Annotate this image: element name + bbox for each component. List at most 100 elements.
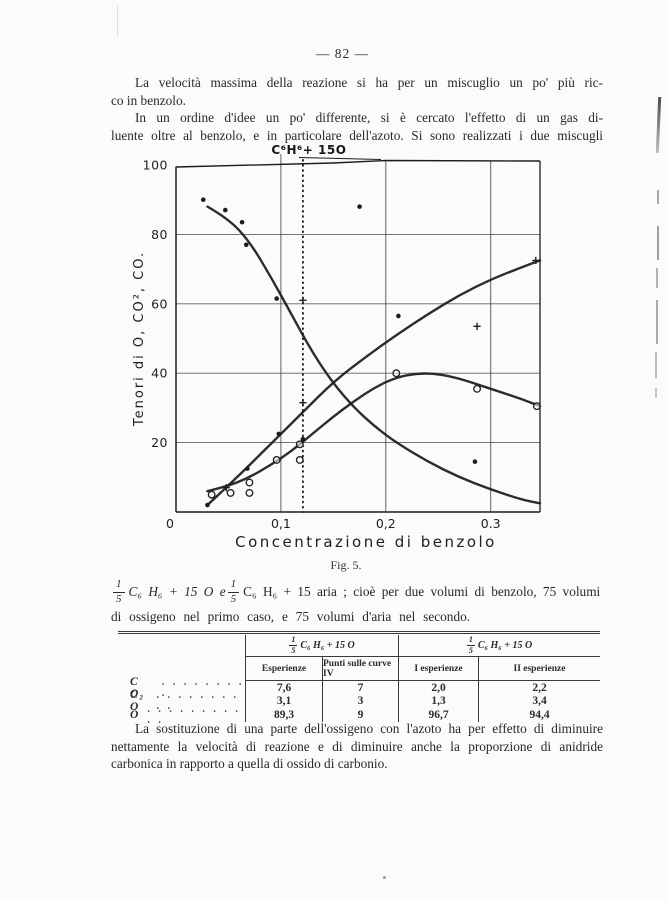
curve-O bbox=[206, 205, 542, 505]
curve-CO bbox=[206, 259, 542, 507]
scan-artifact-dash bbox=[657, 190, 659, 204]
mixture-formula-line: 1 5 C₆ H₆ + 15 O e 1 5 C₆ H₆ + 15 aria ;… bbox=[111, 578, 609, 606]
row-label-co2: C O₂. . . . . . . . . bbox=[118, 676, 246, 700]
fraction-denominator: 5 bbox=[468, 645, 473, 655]
table-cell: 94,4 bbox=[478, 708, 600, 722]
x-axis-title: Concentrazione di benzolo bbox=[235, 533, 497, 551]
results-table: 1 5 C₆ H₆ + 15 O 1 5 C₆ H₆ + 15 O Esperi… bbox=[118, 631, 600, 726]
scan-artifact-dash bbox=[656, 268, 658, 288]
group-formula: C₆ H₆ + 15 O bbox=[477, 640, 533, 651]
marker-dot bbox=[300, 436, 306, 442]
marker-plus bbox=[299, 399, 307, 407]
group-formula: C₆ H₆ + 15 O bbox=[300, 640, 355, 651]
y-axis-title: Tenori di O, CO², CO. bbox=[132, 251, 147, 427]
marker-dot bbox=[200, 197, 206, 202]
mixture-formula-2: C₆ H₆ + 15 aria ; cioè per due volumi di… bbox=[243, 584, 601, 599]
fraction-denominator: 5 bbox=[291, 645, 296, 655]
mixture-formula-paragraph: 1 5 C₆ H₆ + 15 O e 1 5 C₆ H₆ + 15 aria ;… bbox=[111, 578, 609, 625]
scan-artifact-dash bbox=[657, 226, 659, 260]
paragraph-line: La sostituzione di una parte dell'ossige… bbox=[135, 721, 603, 736]
marker-dot bbox=[274, 296, 280, 301]
paragraph-sostituzione: La sostituzione di una parte dell'ossige… bbox=[111, 720, 603, 773]
paragraph-line: nettamente la velocità di reazione e di … bbox=[111, 738, 603, 754]
marker-dot bbox=[239, 219, 245, 225]
fraction-denominator: 5 bbox=[230, 592, 237, 605]
marker-dot bbox=[276, 431, 282, 437]
table-cell: 89,3 bbox=[273, 708, 295, 721]
marker-plus bbox=[222, 484, 230, 492]
table-cell: 96,7 bbox=[398, 708, 478, 722]
table-cell: 7,6 bbox=[276, 681, 292, 694]
one-fifth-fraction: 1 5 bbox=[113, 578, 125, 605]
table-cell: 2,0 bbox=[398, 681, 478, 695]
mixture-text-line: di ossigeno nel primo caso, e 75 volumi … bbox=[111, 609, 471, 624]
paragraph-line: La velocità massima della reazione si ha… bbox=[135, 75, 603, 90]
column-header-punti-curve: Punti sulle curve IV bbox=[322, 657, 398, 681]
row-label-co: C O. . . . . . . . . . bbox=[118, 689, 246, 713]
paragraph-line: luente oltre al benzolo, e in particolar… bbox=[111, 127, 603, 143]
y-tick-label: 20 bbox=[151, 435, 168, 450]
scan-artifact-dash bbox=[655, 352, 657, 378]
marker-open-circle bbox=[295, 440, 304, 449]
y-tick-label: 60 bbox=[151, 296, 168, 311]
x-tick-label: 0,1 bbox=[271, 516, 291, 531]
column-header-esperienze: Esperienze bbox=[246, 657, 322, 681]
marker-dot bbox=[243, 242, 249, 248]
y-tick-label: 100 bbox=[143, 158, 168, 173]
figure-caption: Fig. 5. bbox=[330, 558, 362, 572]
marker-open-circle bbox=[226, 488, 235, 497]
paragraph-line: co in benzolo. bbox=[111, 92, 186, 108]
mixture-formula-1: C₆ H₆ + 15 O e bbox=[128, 584, 226, 599]
marker-open-circle bbox=[207, 490, 216, 499]
results-table-grid: 1 5 C₆ H₆ + 15 O 1 5 C₆ H₆ + 15 O Esperi… bbox=[118, 635, 600, 726]
one-fifth-fraction: 1 5 bbox=[227, 578, 240, 605]
fraction-denominator: 5 bbox=[116, 592, 122, 605]
table-cell: 2,2 bbox=[478, 681, 600, 695]
marker-plus bbox=[299, 296, 307, 304]
scan-artifact-dash bbox=[656, 300, 658, 344]
table-cell: 9 bbox=[322, 708, 398, 722]
marker-dot bbox=[396, 313, 401, 319]
fraction-numerator: 1 bbox=[227, 578, 240, 593]
curve-CO2 bbox=[206, 372, 542, 493]
marker-plus bbox=[532, 256, 540, 265]
scan-artifact-line bbox=[117, 6, 118, 36]
marker-open-circle bbox=[532, 402, 541, 411]
paragraph-ordine-idee: In un ordine d'idee un po' differente, s… bbox=[111, 109, 603, 144]
column-header-i-esperienze: I esperienze bbox=[398, 657, 478, 681]
marker-dot bbox=[357, 204, 362, 209]
x-tick-label: 0 bbox=[166, 516, 174, 531]
marker-dot bbox=[223, 207, 228, 213]
table-group-header-air: 1 5 C₆ H₆ + 15 O bbox=[398, 635, 600, 657]
marker-open-circle bbox=[245, 488, 254, 497]
scan-artifact-line bbox=[655, 96, 661, 154]
table-cell: 7 bbox=[322, 681, 398, 695]
table-cell: 3,4 bbox=[478, 694, 600, 708]
one-fifth-fraction: 1 5 bbox=[466, 635, 475, 655]
marker-open-circle bbox=[473, 384, 482, 393]
plot-frame-top bbox=[175, 159, 541, 168]
y-tick-label: 80 bbox=[151, 227, 168, 242]
x-tick-label: 0,2 bbox=[376, 516, 396, 531]
marker-open-circle bbox=[392, 369, 401, 378]
marker-open-circle bbox=[295, 456, 304, 464]
column-header-ii-esperienze: II esperienze bbox=[478, 657, 600, 681]
table-corner-cell bbox=[118, 635, 246, 657]
fraction-numerator: 1 bbox=[289, 635, 298, 646]
paragraph-velocita: La velocità massima della reazione si ha… bbox=[111, 74, 603, 109]
paragraph-line: In un ordine d'idee un po' differente, s… bbox=[135, 110, 603, 125]
table-cell: 3,1 bbox=[276, 695, 292, 708]
table-group-header-oxygen: 1 5 C₆ H₆ + 15 O bbox=[246, 635, 398, 657]
scan-artifact-dash bbox=[655, 388, 657, 398]
marker-plus bbox=[473, 322, 481, 330]
one-fifth-fraction: 1 5 bbox=[289, 635, 298, 655]
annotation-underline bbox=[298, 156, 382, 161]
x-tick-label: 0.3 bbox=[481, 516, 501, 531]
scan-speck bbox=[383, 876, 386, 879]
fraction-numerator: 1 bbox=[466, 635, 475, 646]
page-number: — 82 — bbox=[315, 46, 370, 61]
figure-5-chart: 20 40 60 80 100 0 0,1 0,2 0.3 C⁶H⁶+ 15O Concentraz… bbox=[132, 143, 542, 551]
row-label-o: O. . . . . . . . . . . bbox=[118, 704, 246, 726]
y-tick-label: 40 bbox=[151, 366, 168, 381]
